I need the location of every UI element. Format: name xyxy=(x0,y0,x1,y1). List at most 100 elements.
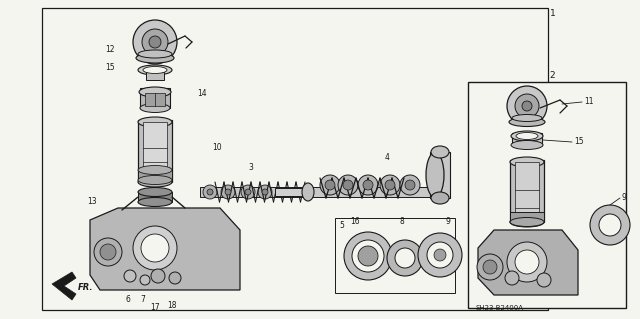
Ellipse shape xyxy=(511,131,543,141)
Ellipse shape xyxy=(136,53,174,63)
Bar xyxy=(510,160,544,222)
Ellipse shape xyxy=(302,183,314,201)
Polygon shape xyxy=(52,272,76,300)
Ellipse shape xyxy=(143,66,167,73)
Bar xyxy=(145,93,165,106)
Circle shape xyxy=(169,272,181,284)
Bar xyxy=(138,170,172,180)
Circle shape xyxy=(477,254,503,280)
Ellipse shape xyxy=(509,117,545,127)
Circle shape xyxy=(133,20,177,64)
Bar xyxy=(468,82,626,308)
Bar xyxy=(138,192,172,202)
Text: 15: 15 xyxy=(574,137,584,146)
Circle shape xyxy=(515,250,539,274)
Circle shape xyxy=(358,246,378,266)
Circle shape xyxy=(483,260,497,274)
Circle shape xyxy=(515,94,539,118)
Ellipse shape xyxy=(511,140,543,150)
Bar xyxy=(515,162,539,220)
Polygon shape xyxy=(90,208,240,290)
Circle shape xyxy=(427,242,453,268)
Ellipse shape xyxy=(138,188,172,197)
Circle shape xyxy=(262,189,268,195)
Text: 4: 4 xyxy=(385,153,390,162)
Bar xyxy=(200,187,440,197)
Ellipse shape xyxy=(138,166,172,174)
Ellipse shape xyxy=(138,197,172,206)
Circle shape xyxy=(363,180,373,190)
Circle shape xyxy=(245,189,251,195)
Circle shape xyxy=(400,175,420,195)
Circle shape xyxy=(434,249,446,261)
Circle shape xyxy=(358,175,378,195)
Circle shape xyxy=(507,242,547,282)
Text: 7: 7 xyxy=(141,295,145,305)
Text: 3: 3 xyxy=(248,164,253,173)
Circle shape xyxy=(507,86,547,126)
Ellipse shape xyxy=(140,103,170,113)
Text: FR.: FR. xyxy=(78,284,93,293)
Circle shape xyxy=(149,36,161,48)
Circle shape xyxy=(590,205,630,245)
Text: 10: 10 xyxy=(212,144,221,152)
Bar xyxy=(512,133,542,145)
Circle shape xyxy=(320,175,340,195)
Circle shape xyxy=(338,175,358,195)
Ellipse shape xyxy=(138,175,172,184)
Text: 13: 13 xyxy=(88,197,97,206)
Ellipse shape xyxy=(512,115,542,122)
Text: 18: 18 xyxy=(167,300,177,309)
Text: 2: 2 xyxy=(549,71,555,80)
Circle shape xyxy=(385,180,395,190)
Text: 17: 17 xyxy=(150,302,160,311)
Text: 14: 14 xyxy=(197,90,207,99)
Circle shape xyxy=(203,185,217,199)
Circle shape xyxy=(599,214,621,236)
Text: 12: 12 xyxy=(106,46,115,55)
Circle shape xyxy=(352,240,384,272)
Circle shape xyxy=(133,226,177,270)
Bar xyxy=(310,155,430,215)
Text: 15: 15 xyxy=(106,63,115,72)
Text: 1: 1 xyxy=(550,10,556,19)
Text: 8: 8 xyxy=(399,218,404,226)
Circle shape xyxy=(537,273,551,287)
Ellipse shape xyxy=(138,50,172,58)
Circle shape xyxy=(100,244,116,260)
Polygon shape xyxy=(478,230,578,295)
Circle shape xyxy=(225,189,231,195)
Ellipse shape xyxy=(431,192,449,204)
Bar xyxy=(275,188,305,196)
Ellipse shape xyxy=(138,117,172,127)
Circle shape xyxy=(418,233,462,277)
Bar xyxy=(143,122,167,180)
Ellipse shape xyxy=(138,177,172,187)
Ellipse shape xyxy=(516,132,538,139)
Circle shape xyxy=(325,180,335,190)
Bar xyxy=(335,218,455,293)
Circle shape xyxy=(142,29,168,55)
Ellipse shape xyxy=(510,218,544,226)
Text: 5: 5 xyxy=(340,221,344,231)
Circle shape xyxy=(207,189,213,195)
Circle shape xyxy=(141,234,169,262)
Circle shape xyxy=(151,269,165,283)
Bar xyxy=(146,72,164,80)
Circle shape xyxy=(241,185,255,199)
Circle shape xyxy=(505,271,519,285)
Bar xyxy=(200,165,310,223)
Bar xyxy=(42,8,548,310)
Circle shape xyxy=(94,238,122,266)
Text: 16: 16 xyxy=(350,218,360,226)
Circle shape xyxy=(124,270,136,282)
Text: SH23-B2400A: SH23-B2400A xyxy=(476,305,524,311)
Bar xyxy=(430,152,450,198)
Circle shape xyxy=(258,185,272,199)
Circle shape xyxy=(343,180,353,190)
Circle shape xyxy=(395,248,415,268)
Circle shape xyxy=(221,185,235,199)
Ellipse shape xyxy=(510,217,544,227)
Circle shape xyxy=(522,101,532,111)
Circle shape xyxy=(387,240,423,276)
